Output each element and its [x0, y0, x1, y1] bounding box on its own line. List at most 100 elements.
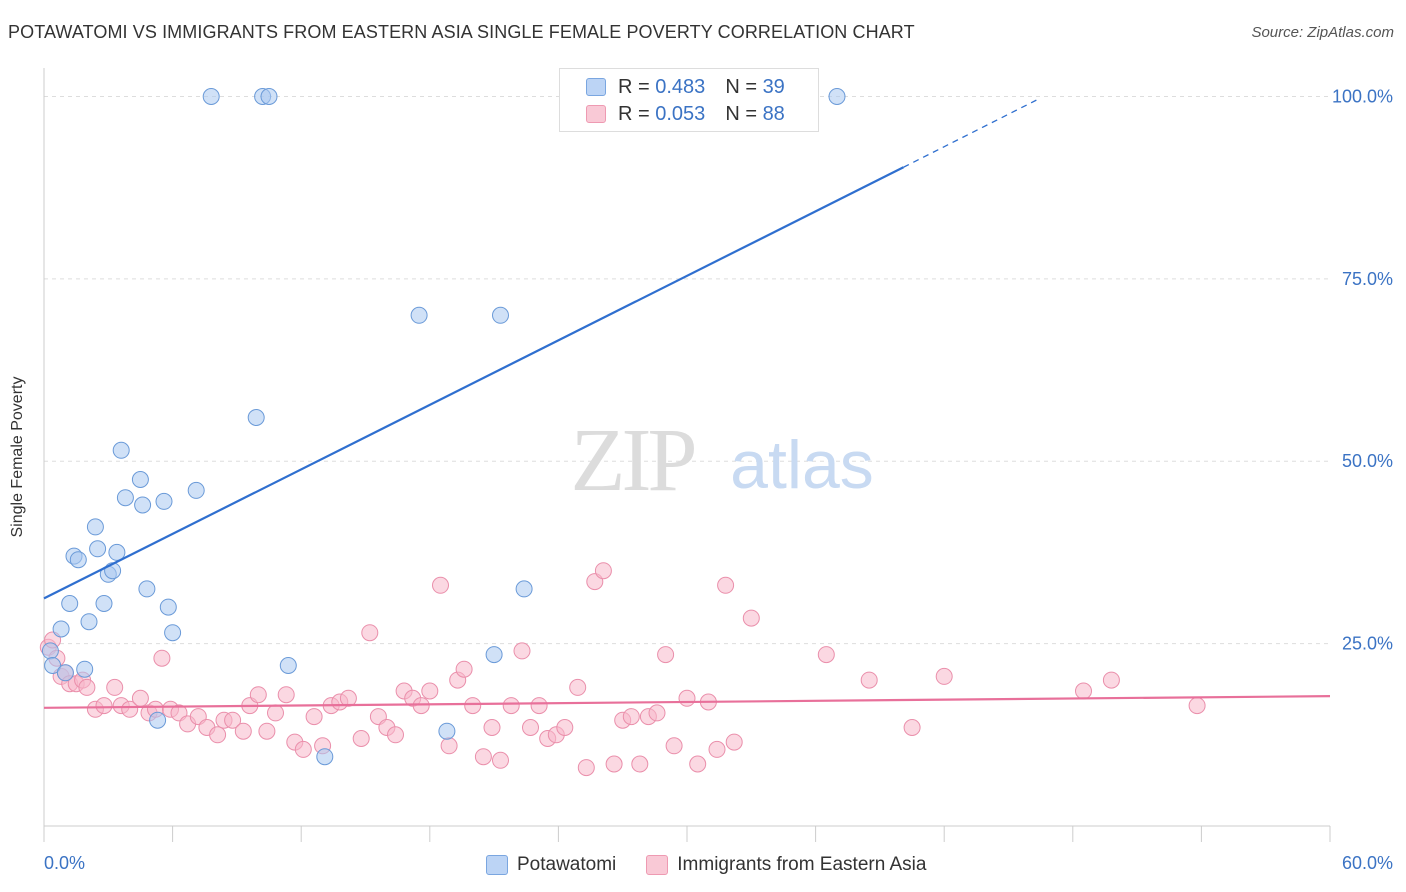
- potawatomi-point: [410, 306, 428, 324]
- immigrants-point: [249, 686, 267, 704]
- immigrants-point: [648, 704, 666, 722]
- potawatomi-point: [131, 471, 149, 488]
- legend-row-potawatomi: R = 0.483 N = 39: [586, 75, 785, 99]
- legend-swatch-blue: [486, 855, 508, 875]
- immigrants-point: [605, 755, 623, 773]
- immigrants-point: [267, 704, 284, 722]
- n-label: N =: [725, 102, 757, 125]
- immigrants-point: [935, 667, 953, 685]
- potawatomi-point: [112, 441, 130, 459]
- chart-title: POTAWATOMI VS IMMIGRANTS FROM EASTERN AS…: [8, 22, 915, 42]
- immigrants-point: [1188, 697, 1206, 715]
- immigrants-point: [594, 562, 612, 580]
- r-value: 0.483: [655, 75, 706, 98]
- legend-item-immigrants[interactable]: Immigrants from Eastern Asia: [646, 854, 926, 876]
- immigrants-point: [464, 697, 482, 715]
- potawatomi-trend-line: [43, 166, 904, 600]
- legend-swatch-pink: [586, 105, 606, 123]
- immigrants-point: [432, 576, 449, 594]
- x-tick-label: 60.0%: [1342, 853, 1393, 873]
- legend-swatch-blue: [586, 78, 606, 96]
- legend-label: Immigrants from Eastern Asia: [677, 854, 927, 875]
- series-legend: Potawatomi Immigrants from Eastern Asia: [486, 852, 956, 878]
- potawatomi-point: [202, 88, 220, 105]
- source-label: Source: ZipAtlas.com: [1251, 24, 1394, 41]
- legend-item-potawatomi[interactable]: Potawatomi: [486, 854, 616, 876]
- immigrants-point: [121, 700, 139, 718]
- potawatomi-point: [52, 620, 70, 638]
- x-tick-label: 0.0%: [44, 853, 85, 873]
- potawatomi-point: [56, 664, 74, 682]
- immigrants-point: [455, 660, 473, 678]
- immigrants-point: [474, 748, 492, 766]
- immigrants-point: [1102, 671, 1120, 689]
- immigrants-point: [95, 697, 113, 715]
- immigrants-point: [1075, 682, 1092, 700]
- potawatomi-point: [438, 722, 456, 740]
- immigrants-point: [440, 737, 458, 755]
- potawatomi-point: [485, 646, 503, 664]
- potawatomi-point: [108, 543, 126, 561]
- n-label: N =: [725, 75, 757, 98]
- y-tick-label: 100.0%: [1332, 86, 1393, 106]
- immigrants-point: [860, 671, 878, 689]
- potawatomi-point: [61, 595, 79, 612]
- potawatomi-point: [279, 657, 297, 674]
- immigrants-point: [339, 689, 357, 707]
- immigrants-point: [492, 751, 509, 769]
- immigrants-point: [665, 737, 683, 755]
- potawatomi-point: [86, 518, 104, 536]
- immigrants-point: [903, 719, 921, 736]
- potawatomi-point: [149, 711, 167, 729]
- watermark-zip: ZIP: [571, 411, 695, 510]
- immigrants-point: [717, 576, 735, 594]
- trend-lines: [43, 99, 1331, 709]
- immigrants-point: [106, 678, 124, 696]
- immigrants-point: [556, 719, 574, 736]
- potawatomi-point: [89, 540, 107, 558]
- immigrants-point: [708, 740, 726, 758]
- potawatomi-point: [69, 551, 87, 569]
- immigrants-point: [483, 719, 501, 736]
- r-label: R =: [618, 102, 650, 125]
- axes: [43, 68, 1331, 842]
- immigrants-point: [209, 726, 227, 744]
- immigrants-point: [361, 624, 379, 642]
- watermark-atlas: atlas: [730, 427, 874, 503]
- legend-swatch-pink: [646, 855, 669, 875]
- potawatomi-point: [247, 409, 265, 426]
- legend-row-immigrants: R = 0.053 N = 88: [586, 102, 785, 126]
- y-tick-label: 50.0%: [1342, 451, 1393, 471]
- immigrants-point: [577, 759, 595, 777]
- potawatomi-point: [187, 481, 205, 499]
- immigrants-point: [725, 733, 743, 751]
- potawatomi-point: [260, 88, 278, 105]
- immigrants-point: [513, 642, 531, 660]
- legend-label: Potawatomi: [517, 854, 617, 875]
- potawatomi-point: [41, 642, 59, 660]
- immigrants-point: [224, 711, 242, 729]
- series-potawatomi: [41, 88, 846, 766]
- immigrants-point: [294, 740, 312, 758]
- immigrants-point: [678, 689, 696, 707]
- potawatomi-point: [80, 613, 98, 631]
- immigrants-point: [258, 722, 276, 740]
- immigrants-point: [689, 755, 707, 773]
- correlation-legend: R = 0.483 N = 39 R = 0.053 N = 88: [559, 68, 819, 132]
- potawatomi-point: [316, 748, 334, 766]
- immigrants-point: [631, 755, 649, 773]
- immigrants-point: [352, 730, 370, 747]
- immigrants-point: [622, 708, 640, 726]
- immigrants-trend-line: [43, 695, 1331, 709]
- immigrants-point: [234, 722, 252, 740]
- potawatomi-point: [95, 595, 113, 612]
- watermark: ZIP atlas: [571, 411, 874, 510]
- r-value: 0.053: [655, 102, 706, 125]
- y-tick-label: 25.0%: [1342, 634, 1393, 654]
- immigrants-point: [412, 697, 430, 715]
- potawatomi-point: [828, 88, 846, 105]
- immigrants-point: [277, 686, 295, 704]
- potawatomi-point: [138, 580, 156, 598]
- immigrants-point: [817, 646, 835, 664]
